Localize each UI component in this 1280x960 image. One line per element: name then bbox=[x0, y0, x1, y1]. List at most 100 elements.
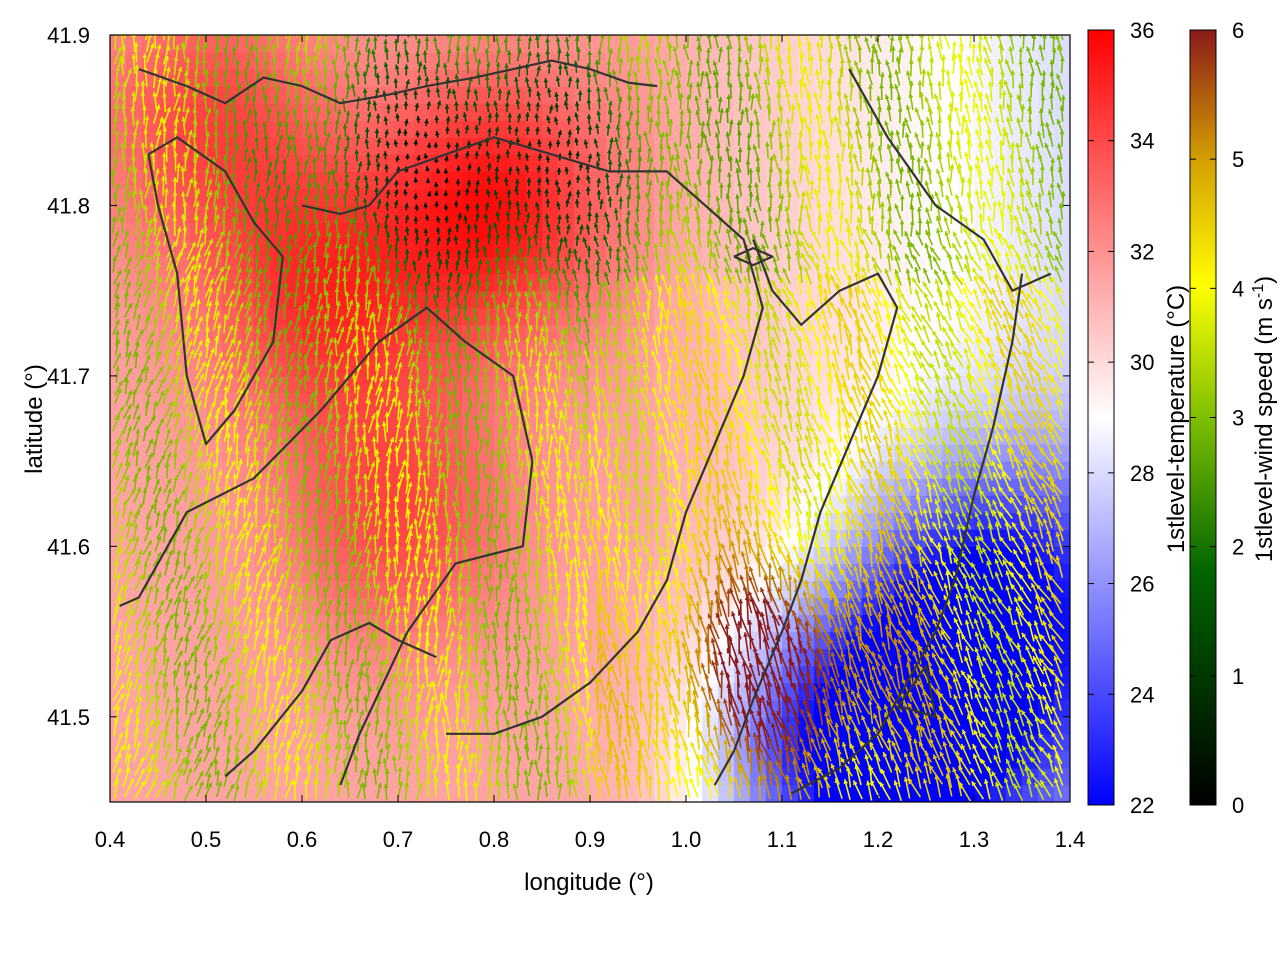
wind-arrow bbox=[134, 35, 137, 37]
heatmap-cell bbox=[110, 767, 127, 786]
heatmap-cell bbox=[302, 478, 319, 496]
heatmap-cell bbox=[830, 171, 847, 189]
heatmap-cell bbox=[446, 256, 463, 275]
heatmap-cell bbox=[190, 716, 207, 735]
heatmap-cell bbox=[590, 120, 607, 138]
heatmap-cell bbox=[526, 580, 543, 599]
heatmap-cell bbox=[542, 35, 559, 53]
heatmap-cell bbox=[462, 699, 479, 718]
heatmap-cell bbox=[158, 682, 175, 701]
heatmap-cell bbox=[846, 290, 863, 309]
heatmap-cell bbox=[798, 733, 815, 752]
heatmap-cell bbox=[222, 137, 239, 155]
heatmap-cell bbox=[190, 665, 207, 684]
heatmap-cell bbox=[478, 222, 495, 241]
heatmap-cell bbox=[158, 358, 175, 377]
heatmap-cell bbox=[382, 120, 399, 138]
wind-arrow bbox=[114, 35, 117, 37]
plot-area bbox=[110, 35, 1070, 802]
heatmap-cell bbox=[158, 648, 175, 667]
heatmap-cell bbox=[158, 512, 175, 530]
heatmap-cell bbox=[622, 682, 639, 701]
heatmap-cell bbox=[398, 392, 415, 411]
heatmap-cell bbox=[638, 171, 655, 189]
heatmap-cell bbox=[190, 478, 207, 496]
heatmap-cell bbox=[1054, 614, 1070, 633]
heatmap-cell bbox=[782, 392, 799, 411]
heatmap-cell bbox=[398, 580, 415, 599]
heatmap-cell bbox=[654, 86, 671, 104]
heatmap-cell bbox=[302, 495, 319, 513]
heatmap-cell bbox=[366, 69, 383, 87]
heatmap-cell bbox=[478, 86, 495, 104]
heatmap-cell bbox=[622, 784, 639, 802]
heatmap-cell bbox=[110, 120, 127, 138]
heatmap-cell bbox=[302, 597, 319, 616]
heatmap-cell bbox=[302, 631, 319, 650]
heatmap-cell bbox=[718, 784, 735, 802]
wind-arrow bbox=[357, 35, 360, 37]
heatmap-cell bbox=[638, 563, 655, 582]
heatmap-cell bbox=[750, 392, 767, 411]
heatmap-cell bbox=[478, 478, 495, 496]
heatmap-cell bbox=[462, 614, 479, 633]
heatmap-cell bbox=[750, 784, 767, 802]
heatmap-cell bbox=[638, 290, 655, 309]
heatmap-cell bbox=[190, 529, 207, 547]
wind-arrow bbox=[195, 35, 198, 37]
heatmap-cell bbox=[462, 239, 479, 258]
heatmap-cell bbox=[270, 171, 287, 189]
heatmap-cell bbox=[318, 171, 335, 189]
heatmap-cell bbox=[222, 563, 239, 582]
heatmap-cell bbox=[158, 86, 175, 104]
heatmap-cell bbox=[254, 188, 271, 207]
heatmap-cell bbox=[1022, 392, 1039, 411]
heatmap-cell bbox=[126, 120, 143, 138]
heatmap-cell bbox=[766, 35, 783, 53]
heatmap-cell bbox=[430, 188, 447, 207]
heatmap-cell bbox=[286, 409, 303, 428]
heatmap-cell bbox=[158, 120, 175, 138]
heatmap-cell bbox=[718, 69, 735, 87]
heatmap-cell bbox=[542, 205, 559, 224]
heatmap-cell bbox=[942, 52, 959, 70]
heatmap-cell bbox=[590, 324, 607, 343]
wind-arrow bbox=[265, 35, 267, 37]
heatmap-cell bbox=[430, 784, 447, 802]
heatmap-cell bbox=[190, 733, 207, 752]
heatmap-cell bbox=[190, 580, 207, 599]
heatmap-cell bbox=[1054, 427, 1070, 445]
heatmap-cell bbox=[686, 52, 703, 70]
heatmap-cell bbox=[478, 120, 495, 138]
heatmap-cell bbox=[142, 324, 159, 343]
heatmap-cell bbox=[174, 222, 191, 241]
heatmap-cell bbox=[238, 120, 255, 138]
heatmap-cell bbox=[206, 444, 223, 462]
heatmap-cell bbox=[478, 154, 495, 172]
heatmap-cell bbox=[334, 699, 351, 718]
heatmap-cell bbox=[126, 103, 143, 121]
heatmap-cell bbox=[286, 239, 303, 258]
heatmap-cell bbox=[958, 478, 975, 496]
heatmap-cell bbox=[462, 563, 479, 582]
heatmap-cell bbox=[126, 495, 143, 513]
heatmap-cell bbox=[174, 52, 191, 70]
heatmap-cell bbox=[270, 784, 287, 802]
heatmap-cell bbox=[206, 512, 223, 530]
heatmap-cell bbox=[382, 478, 399, 496]
heatmap-cell bbox=[206, 631, 223, 650]
heatmap-cell bbox=[190, 341, 207, 360]
heatmap-cell bbox=[110, 256, 127, 275]
heatmap-cell bbox=[142, 784, 159, 802]
heatmap-cell bbox=[718, 137, 735, 155]
heatmap-cell bbox=[622, 580, 639, 599]
heatmap-cell bbox=[830, 52, 847, 70]
heatmap-cell bbox=[238, 631, 255, 650]
heatmap-cell bbox=[1054, 290, 1070, 309]
heatmap-cell bbox=[542, 188, 559, 207]
heatmap-cell bbox=[574, 580, 591, 599]
heatmap-cell bbox=[126, 222, 143, 241]
heatmap-cell bbox=[238, 699, 255, 718]
wind-arrow bbox=[317, 35, 319, 37]
heatmap-cell bbox=[190, 103, 207, 121]
